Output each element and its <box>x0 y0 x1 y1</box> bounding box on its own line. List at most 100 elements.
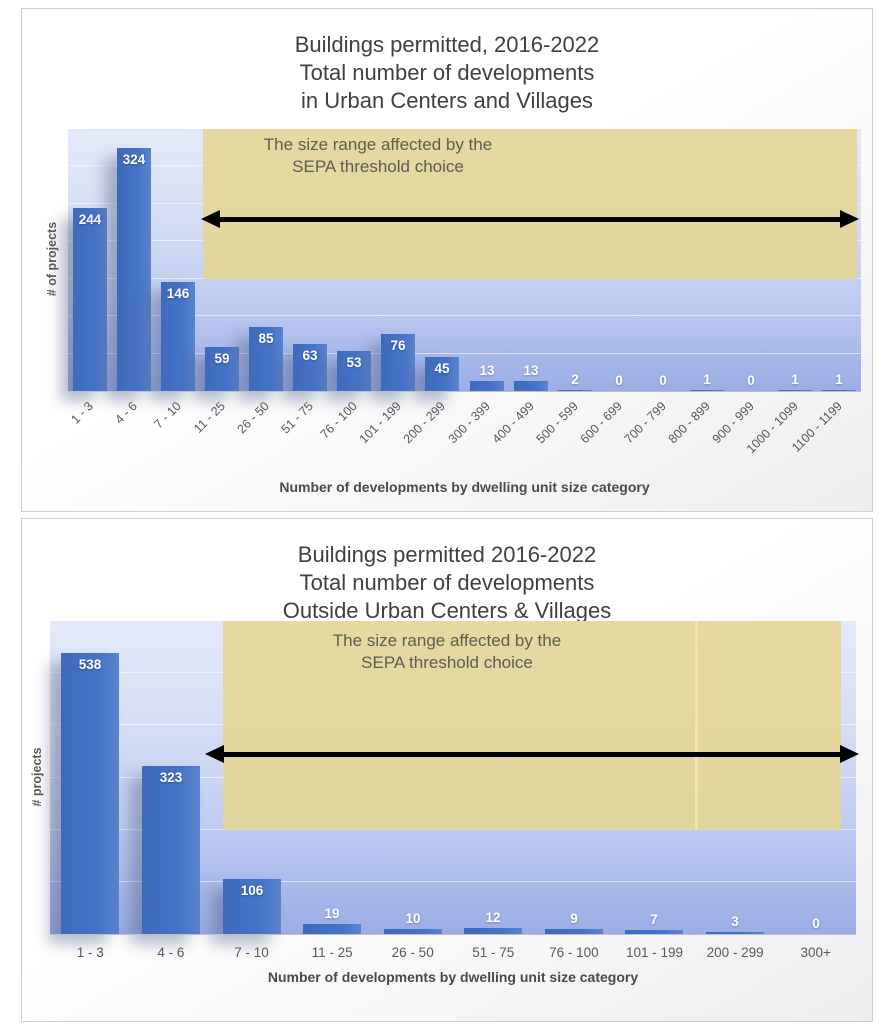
x-tick-label: 11 - 25 <box>191 399 229 436</box>
bar-value-label: 53 <box>346 355 362 370</box>
x-axis-line <box>50 934 856 935</box>
x-tick-label: 4 - 6 <box>157 945 185 960</box>
bar-value-label: 244 <box>78 212 102 227</box>
sepa-overlay-seam <box>695 621 698 830</box>
bar <box>142 766 200 934</box>
bar <box>778 390 812 391</box>
gridline <box>50 881 856 882</box>
bar <box>558 390 592 391</box>
bar <box>249 327 283 391</box>
x-tick-label: 11 - 25 <box>311 945 353 960</box>
x-tick-label: 400 - 499 <box>489 399 537 447</box>
bar <box>464 928 522 934</box>
gridline <box>68 315 861 316</box>
bar-value-label: 323 <box>159 770 183 785</box>
x-tick-label: 500 - 599 <box>533 399 581 447</box>
x-tick-label: 4 - 6 <box>112 399 140 427</box>
x-axis-title: Number of developments by dwelling unit … <box>267 969 639 985</box>
x-tick-label: 1000 - 1099 <box>743 399 801 457</box>
bar <box>73 208 107 391</box>
sepa-note-line-2: SEPA threshold choice <box>292 157 464 176</box>
x-axis-title: Number of developments by dwelling unit … <box>279 479 650 495</box>
x-tick-label: 1 - 3 <box>76 945 104 960</box>
bar-value-label: 63 <box>302 348 318 363</box>
x-tick-label: 600 - 699 <box>577 399 625 447</box>
arrow-shaft <box>214 216 846 222</box>
bar-value-label: 538 <box>78 657 102 672</box>
x-tick-label: 800 - 899 <box>665 399 713 447</box>
bar-value-label: 76 <box>390 338 406 353</box>
x-tick-label: 26 - 50 <box>234 399 273 437</box>
arrow-shaft <box>218 751 846 757</box>
bar <box>425 357 459 391</box>
sepa-range-overlay <box>203 129 857 279</box>
x-tick-label: 200 - 299 <box>401 399 449 447</box>
chart-title-line-3: in Urban Centers and Villages <box>301 88 593 113</box>
bar <box>706 932 764 934</box>
chart-title: Buildings permitted 2016-2022 Total numb… <box>22 541 872 625</box>
bar <box>625 930 683 934</box>
sepa-range-arrow <box>205 745 859 763</box>
bar-value-label: 324 <box>122 152 146 167</box>
bar <box>337 351 371 391</box>
bar-value-label: 12 <box>485 910 501 925</box>
plot-area: The size range affected by the SEPA thres… <box>50 621 859 935</box>
bar-value-label: 0 <box>812 916 820 931</box>
bar <box>514 381 548 391</box>
bar-value-label: 19 <box>324 906 340 921</box>
bar-value-label: 2 <box>571 372 579 387</box>
arrow-left-head-icon <box>201 210 220 228</box>
arrow-right-head-icon <box>840 210 859 228</box>
bar-value-label: 13 <box>479 363 495 378</box>
bar-value-label: 9 <box>570 911 578 926</box>
chart-title-line-2: Total number of developments <box>299 60 595 85</box>
bar <box>223 879 281 934</box>
bar <box>381 334 415 391</box>
gridline <box>68 353 861 354</box>
bar <box>470 381 504 391</box>
bar-value-label: 0 <box>615 373 623 388</box>
chart-title-line-1: Buildings permitted, 2016-2022 <box>294 32 600 57</box>
bar <box>293 344 327 391</box>
chart-title: Buildings permitted, 2016-2022 Total num… <box>22 31 872 115</box>
x-tick-label: 900 - 999 <box>709 399 757 447</box>
bar-value-label: 1 <box>791 372 799 387</box>
x-tick-label: 26 - 50 <box>391 945 434 960</box>
chart-panel-urban-centers: Buildings permitted, 2016-2022 Total num… <box>21 8 873 512</box>
x-tick-label: 51 - 75 <box>278 399 317 437</box>
bar <box>117 148 151 391</box>
bar-value-label: 3 <box>731 914 739 929</box>
bar-value-label: 85 <box>258 331 274 346</box>
x-tick-label: 7 - 10 <box>151 399 185 432</box>
x-tick-label: 200 - 299 <box>706 945 764 960</box>
bar <box>690 390 724 391</box>
bar-value-label: 146 <box>166 286 190 301</box>
bar <box>161 282 195 391</box>
bar-value-label: 1 <box>835 372 843 387</box>
sepa-range-arrow <box>201 210 859 228</box>
arrow-right-head-icon <box>840 745 859 763</box>
arrow-left-head-icon <box>205 745 224 763</box>
bar-value-label: 59 <box>214 351 230 366</box>
x-tick-label: 101 - 199 <box>357 399 405 447</box>
x-tick-label: 1 - 3 <box>68 399 96 427</box>
x-tick-label: 1100 - 1199 <box>789 399 845 455</box>
chart-panel-outside-urban-centers: Buildings permitted 2016-2022 Total numb… <box>21 518 873 1022</box>
bar-value-label: 1 <box>703 372 711 387</box>
bar-value-label: 0 <box>659 373 667 388</box>
x-tick-label: 101 - 199 <box>625 945 683 960</box>
sepa-note-line-1: The size range affected by the <box>263 135 493 154</box>
x-tick-label: 51 - 75 <box>472 945 515 960</box>
bar-value-label: 7 <box>650 912 658 927</box>
x-tick-label: 76 - 100 <box>317 399 361 442</box>
bar <box>205 347 239 391</box>
x-tick-label: 700 - 799 <box>621 399 669 447</box>
bar <box>384 929 442 934</box>
bar-value-label: 0 <box>747 373 755 388</box>
sepa-note: The size range affected by the SEPA thres… <box>287 630 607 674</box>
sepa-note: The size range affected by the SEPA thres… <box>218 134 538 178</box>
y-axis-label: # of projects <box>45 221 59 297</box>
bar <box>61 653 119 934</box>
sepa-note-line-2: SEPA threshold choice <box>361 653 533 672</box>
